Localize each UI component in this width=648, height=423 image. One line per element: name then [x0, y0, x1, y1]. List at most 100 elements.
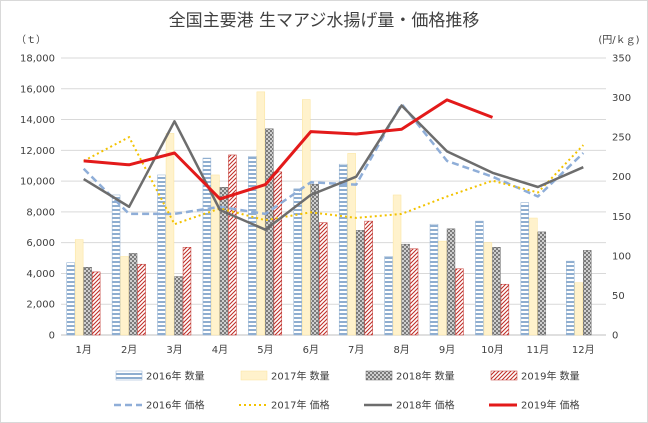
bar — [273, 171, 283, 336]
left-tick-label: 10,000 — [20, 177, 55, 188]
bar — [364, 220, 373, 336]
legend-swatch — [240, 370, 268, 381]
bar — [182, 247, 192, 336]
bar — [347, 153, 356, 336]
bar — [384, 256, 393, 336]
bar — [483, 242, 493, 336]
left-tick-label: 8,000 — [26, 207, 55, 218]
bar — [74, 239, 84, 336]
right-tick-label: 50 — [612, 291, 625, 302]
right-tick-label: 300 — [612, 93, 631, 104]
x-tick-label: 11月 — [527, 344, 550, 356]
bar — [429, 223, 439, 336]
series-line — [83, 98, 494, 201]
x-tick-label: 3月 — [166, 344, 182, 356]
bar — [310, 183, 319, 336]
bar — [574, 282, 583, 336]
bar — [529, 217, 538, 336]
bar — [409, 248, 419, 336]
bar — [174, 276, 183, 336]
left-tick-label: 4,000 — [26, 269, 55, 280]
right-tick-label: 250 — [612, 133, 631, 144]
legend-label: 2017年 数量 — [271, 370, 330, 383]
legend-swatch — [490, 370, 518, 381]
x-tick-label: 4月 — [212, 344, 228, 356]
legend: 2016年 数量 2017年 数量 2018年 数量 2019年 数量 2016年 価格… — [114, 370, 580, 412]
left-tick-label: 2,000 — [26, 300, 55, 311]
bar — [537, 231, 547, 336]
bar — [66, 262, 75, 336]
right-tick-label: 350 — [612, 54, 631, 65]
right-tick-label: 0 — [612, 331, 618, 342]
x-tick-label: 9月 — [439, 344, 455, 356]
legend-swatch — [115, 370, 143, 381]
bar — [83, 267, 92, 336]
bar — [137, 263, 146, 336]
x-tick-label: 10月 — [481, 344, 504, 356]
left-tick-label: 14,000 — [20, 115, 55, 126]
bar — [520, 202, 530, 336]
left-tick-label: 0 — [49, 331, 55, 342]
x-tick-label: 7月 — [348, 344, 364, 356]
x-tick-label: 2月 — [121, 344, 137, 356]
series-line — [82, 102, 585, 216]
left-axis-ticks: 0 2,000 4,000 6,000 8,000 10,000 12,000 14,000 1… — [20, 54, 55, 342]
chart-title: 全国主要港 生マアジ水揚げ量・価格推移 — [169, 11, 480, 31]
bar — [438, 240, 447, 336]
left-tick-label: 18,000 — [20, 54, 55, 65]
legend-label: 2019年 数量 — [521, 370, 580, 383]
right-tick-label: 200 — [612, 172, 631, 183]
left-axis-unit: （ｔ） — [16, 34, 46, 46]
bar — [446, 228, 456, 336]
right-tick-label: 150 — [612, 212, 631, 223]
bar — [566, 260, 575, 336]
bar — [302, 99, 311, 336]
x-tick-label: 12月 — [572, 344, 595, 356]
legend-label: 2016年 数量 — [146, 370, 205, 383]
series-line — [83, 136, 585, 226]
bar — [455, 268, 464, 336]
bar — [128, 253, 138, 336]
bar — [475, 220, 484, 336]
bar — [401, 243, 410, 336]
x-tick-label: 1月 — [76, 344, 92, 356]
right-tick-label: 100 — [612, 251, 631, 262]
bar — [319, 222, 328, 336]
legend-label: 2019年 価格 — [521, 399, 580, 412]
bar — [583, 250, 592, 336]
x-tick-label: 5月 — [257, 344, 273, 356]
bar — [228, 154, 237, 336]
bar — [219, 187, 229, 336]
bar — [165, 133, 175, 336]
bar — [293, 188, 302, 336]
bar-series — [66, 91, 592, 336]
left-tick-label: 6,000 — [26, 238, 55, 249]
legend-label: 2016年 価格 — [146, 399, 205, 412]
legend-label: 2017年 価格 — [271, 399, 330, 412]
legend-label: 2018年 価格 — [396, 399, 455, 412]
bar — [265, 128, 274, 336]
bar — [338, 163, 348, 336]
bar — [91, 271, 101, 336]
x-tick-label: 6月 — [303, 344, 319, 356]
bar — [211, 174, 220, 336]
bar — [111, 194, 121, 336]
x-tick-label: 8月 — [393, 344, 409, 356]
bar — [355, 230, 365, 336]
bar — [202, 157, 212, 336]
right-axis-ticks: 0 50 100 150 200 250 300 350 — [612, 54, 631, 342]
bar — [248, 156, 257, 336]
legend-label: 2018年 数量 — [396, 370, 455, 383]
bar — [157, 174, 166, 336]
bar — [120, 256, 129, 336]
x-axis-ticks: 1月 2月 3月 4月 5月 6月 7月 8月 9月 10月 11月 12月 — [76, 344, 595, 356]
left-tick-label: 16,000 — [20, 84, 55, 95]
legend-swatch — [365, 370, 393, 381]
line-series — [82, 98, 585, 231]
right-axis-unit: (円/ｋｇ) — [598, 34, 639, 46]
bar — [392, 194, 402, 336]
bar — [492, 247, 501, 336]
bar — [500, 283, 510, 336]
